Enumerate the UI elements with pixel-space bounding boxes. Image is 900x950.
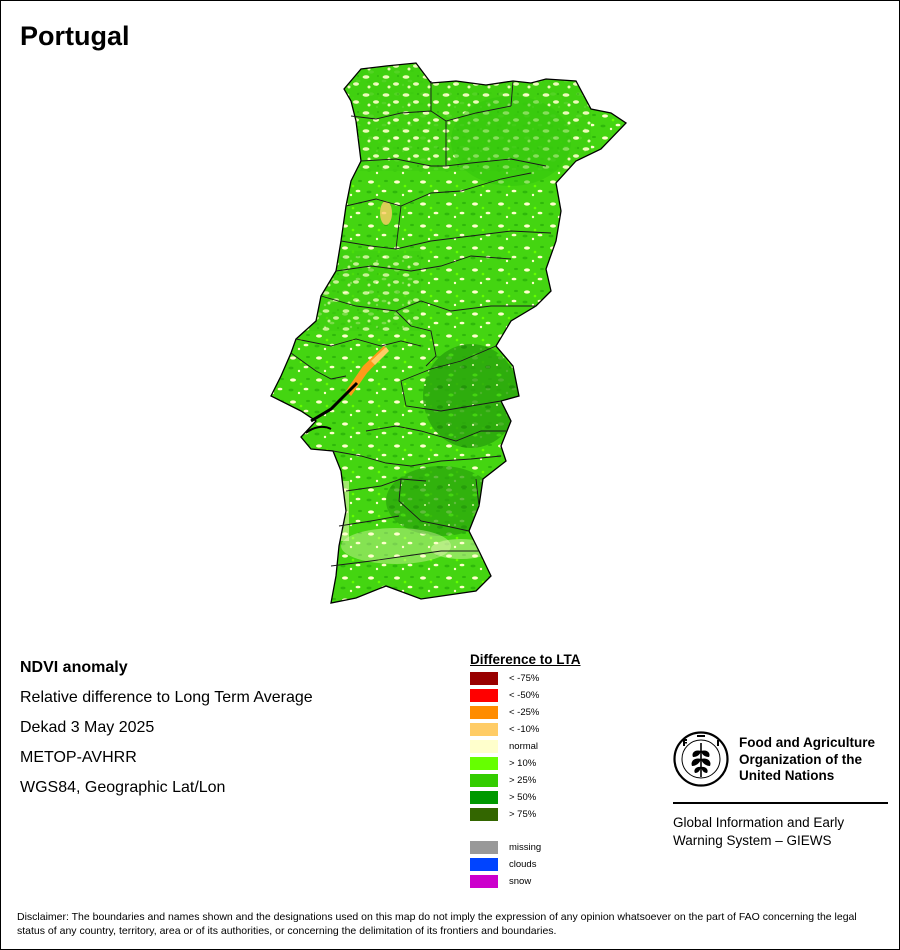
legend-item: > 50% [470,789,581,806]
legend-swatch [470,858,498,871]
legend-label: snow [509,876,532,887]
legend-item-missing: missing [470,839,581,856]
legend-item: < -10% [470,721,581,738]
legend-label: < -25% [509,707,540,718]
legend-item: < -25% [470,704,581,721]
legend-swatch [470,672,498,685]
legend-item: normal [470,738,581,755]
fao-logo-icon [673,731,729,787]
legend-item: > 25% [470,772,581,789]
legend-item: < -75% [470,670,581,687]
fao-name-line: Food and Agriculture [739,735,875,750]
fao-name-line: Organization of the [739,751,862,767]
disclaimer: Disclaimer: The boundaries and names sho… [17,911,857,937]
giews-line: Warning System – GIEWS [673,833,832,848]
period-label: Dekad 3 May 2025 [20,719,155,736]
legend-label: missing [509,842,542,853]
product-description: Relative difference to Long Term Average [20,689,313,706]
legend-swatch [470,791,498,804]
legend-label: < -75% [509,673,540,684]
legend-label: > 75% [509,809,537,820]
fao-name: Food and Agriculture Organization of the… [739,735,889,785]
legend-item: > 10% [470,755,581,772]
map-info: NDVI anomaly Relative difference to Long… [20,656,313,806]
sensor-label: METOP-AVHRR [20,749,137,766]
legend-swatch [470,875,498,888]
legend-label: < -50% [509,690,540,701]
portugal-map [270,62,628,604]
giews-line: Global Information and Early [673,815,845,830]
legend-label: < -10% [509,724,540,735]
legend-label: clouds [509,859,537,870]
map-title: Portugal [20,21,130,51]
legend-swatch [470,774,498,787]
legend-swatch [470,757,498,770]
legend-swatch [470,689,498,702]
legend-swatch [470,808,498,821]
legend-title: Difference to LTA [470,652,581,667]
product-title: NDVI anomaly [20,659,128,676]
legend-item-clouds: clouds [470,856,581,873]
legend-label: normal [509,741,539,752]
projection-label: WGS84, Geographic Lat/Lon [20,779,226,796]
legend-label: > 10% [509,758,537,769]
legend-swatch [470,723,498,736]
giews-name: Global Information and Early Warning Sys… [673,814,893,850]
legend: Difference to LTA < -75% < -50% < -25% <… [470,652,581,890]
legend-item-snow: snow [470,873,581,890]
legend-label: > 25% [509,775,537,786]
legend-swatch [470,740,498,753]
fao-divider [673,802,888,804]
legend-swatch [470,706,498,719]
fao-name-line: United Nations [739,768,835,783]
legend-label: > 50% [509,792,537,803]
legend-swatch [470,841,498,854]
legend-item: > 75% [470,806,581,823]
legend-item: < -50% [470,687,581,704]
